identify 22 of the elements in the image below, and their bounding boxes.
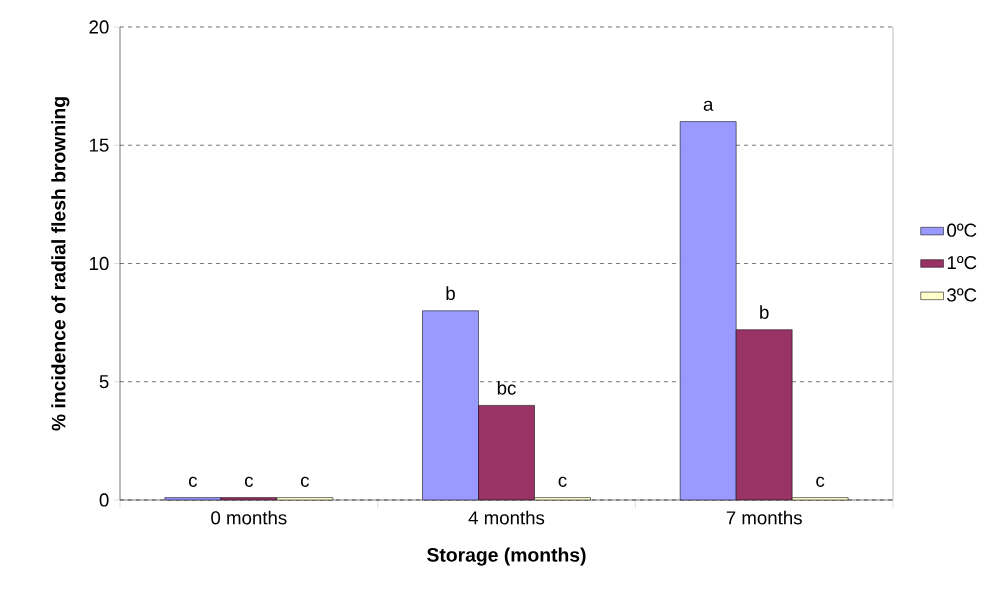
data-label: c (816, 476, 825, 487)
legend-label: 0ºC (947, 223, 977, 237)
data-label: bc (497, 380, 516, 395)
x-tick-label: 7 months (726, 510, 802, 525)
y-tick-label: 15 (89, 138, 109, 152)
y-axis-title: % incidence of radial flesh browning (51, 97, 70, 431)
y-tick-label: 0 (99, 493, 109, 507)
data-label: c (558, 476, 567, 487)
y-tick-label: 20 (89, 20, 109, 34)
x-tick-label: 4 months (468, 510, 545, 525)
data-label: c (244, 476, 254, 487)
legend-label: 3ºC (947, 288, 977, 302)
y-tick-label: 10 (89, 256, 109, 271)
data-label: b (446, 286, 455, 301)
x-tick-label: 0 months (211, 510, 287, 525)
data-label: c (300, 476, 310, 487)
x-axis-title: Storage (months) (427, 547, 586, 566)
legend-label: 1ºC (947, 255, 977, 270)
data-label: c (188, 476, 198, 487)
y-tick-label: 5 (99, 375, 109, 389)
data-label: b (760, 305, 769, 319)
data-label: a (703, 100, 714, 111)
